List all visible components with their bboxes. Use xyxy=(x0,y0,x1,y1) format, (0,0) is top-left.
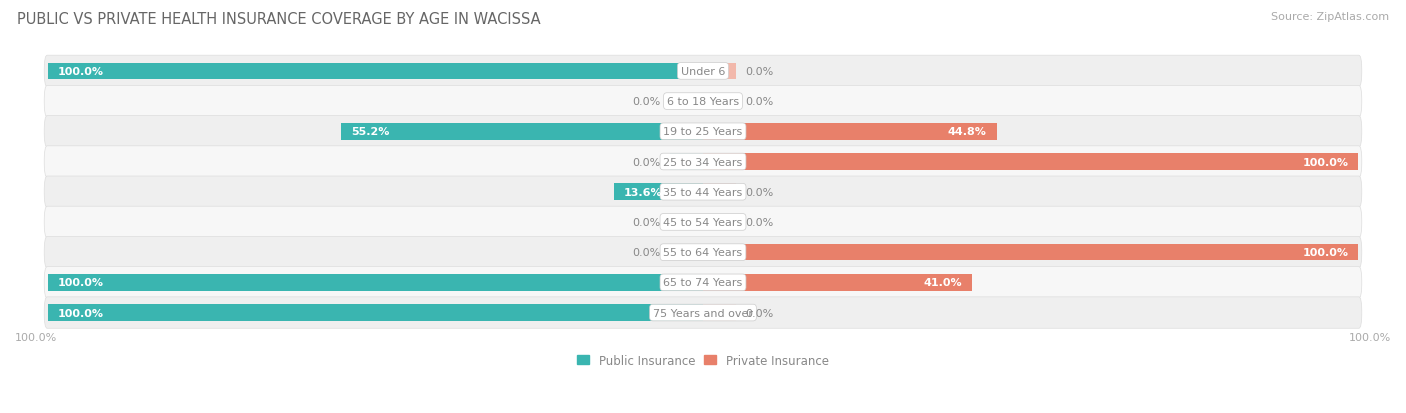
Text: 0.0%: 0.0% xyxy=(745,97,773,107)
Text: 100.0%: 100.0% xyxy=(15,332,58,342)
FancyBboxPatch shape xyxy=(44,297,1362,328)
Text: 0.0%: 0.0% xyxy=(633,97,661,107)
Text: 35 to 44 Years: 35 to 44 Years xyxy=(664,187,742,197)
Text: PUBLIC VS PRIVATE HEALTH INSURANCE COVERAGE BY AGE IN WACISSA: PUBLIC VS PRIVATE HEALTH INSURANCE COVER… xyxy=(17,12,540,27)
Text: 0.0%: 0.0% xyxy=(633,217,661,228)
Bar xyxy=(671,214,703,231)
Bar xyxy=(703,244,1358,261)
FancyBboxPatch shape xyxy=(44,207,1362,238)
Bar xyxy=(703,184,735,201)
Text: Source: ZipAtlas.com: Source: ZipAtlas.com xyxy=(1271,12,1389,22)
Text: 100.0%: 100.0% xyxy=(1302,247,1348,258)
Text: 75 Years and over: 75 Years and over xyxy=(652,308,754,318)
Text: 100.0%: 100.0% xyxy=(1348,332,1391,342)
Text: 65 to 74 Years: 65 to 74 Years xyxy=(664,278,742,288)
Text: Under 6: Under 6 xyxy=(681,67,725,77)
Text: 6 to 18 Years: 6 to 18 Years xyxy=(666,97,740,107)
Text: 0.0%: 0.0% xyxy=(633,247,661,258)
Text: 100.0%: 100.0% xyxy=(58,67,104,77)
Text: 0.0%: 0.0% xyxy=(745,217,773,228)
Text: 0.0%: 0.0% xyxy=(745,67,773,77)
Text: 0.0%: 0.0% xyxy=(633,157,661,167)
Legend: Public Insurance, Private Insurance: Public Insurance, Private Insurance xyxy=(572,349,834,371)
Text: 0.0%: 0.0% xyxy=(745,187,773,197)
Text: 19 to 25 Years: 19 to 25 Years xyxy=(664,127,742,137)
Bar xyxy=(48,274,703,291)
FancyBboxPatch shape xyxy=(44,237,1362,268)
FancyBboxPatch shape xyxy=(44,177,1362,208)
Bar xyxy=(703,304,735,321)
Bar xyxy=(703,274,972,291)
Bar xyxy=(48,304,703,321)
FancyBboxPatch shape xyxy=(44,267,1362,298)
Text: 45 to 54 Years: 45 to 54 Years xyxy=(664,217,742,228)
FancyBboxPatch shape xyxy=(44,86,1362,118)
FancyBboxPatch shape xyxy=(44,116,1362,148)
Text: 41.0%: 41.0% xyxy=(924,278,962,288)
Text: 55.2%: 55.2% xyxy=(352,127,389,137)
Text: 44.8%: 44.8% xyxy=(948,127,987,137)
Bar xyxy=(614,184,703,201)
Bar xyxy=(703,124,997,140)
Bar xyxy=(48,64,703,80)
Bar xyxy=(671,154,703,171)
Bar xyxy=(703,64,735,80)
Bar xyxy=(671,94,703,110)
FancyBboxPatch shape xyxy=(44,147,1362,178)
Bar xyxy=(703,94,735,110)
FancyBboxPatch shape xyxy=(44,56,1362,88)
Text: 100.0%: 100.0% xyxy=(1302,157,1348,167)
Bar xyxy=(703,154,1358,171)
Text: 100.0%: 100.0% xyxy=(58,278,104,288)
Text: 25 to 34 Years: 25 to 34 Years xyxy=(664,157,742,167)
Bar xyxy=(671,244,703,261)
Text: 100.0%: 100.0% xyxy=(58,308,104,318)
Text: 55 to 64 Years: 55 to 64 Years xyxy=(664,247,742,258)
Bar xyxy=(342,124,703,140)
Text: 0.0%: 0.0% xyxy=(745,308,773,318)
Text: 13.6%: 13.6% xyxy=(624,187,662,197)
Bar xyxy=(703,214,735,231)
